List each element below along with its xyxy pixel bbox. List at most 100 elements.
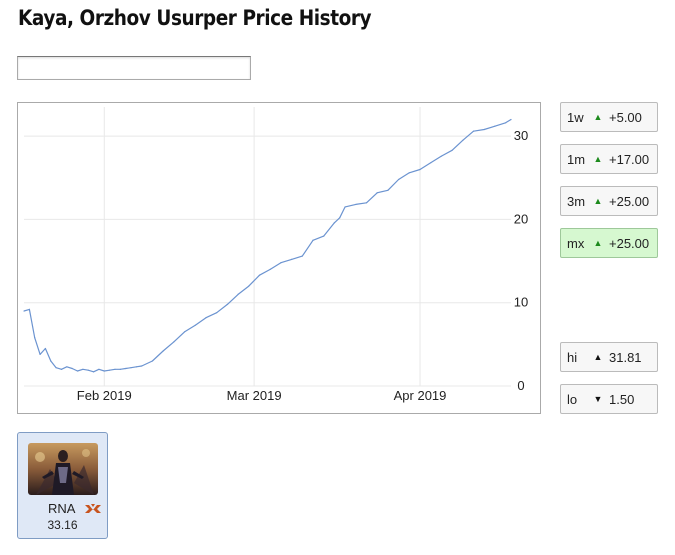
up-arrow-icon: ▲ xyxy=(593,154,603,164)
up-arrow-icon: ▲ xyxy=(593,112,603,122)
price-data-point xyxy=(130,367,132,369)
price-data-point xyxy=(339,217,341,219)
price-data-point xyxy=(505,122,507,124)
search-input[interactable] xyxy=(17,56,251,80)
x-tick-label: Mar 2019 xyxy=(227,388,282,403)
stat-3m-label: 3m xyxy=(567,193,586,209)
price-data-point xyxy=(483,128,485,131)
price-data-point xyxy=(119,368,121,370)
rna-set-icon xyxy=(84,502,102,520)
up-arrow-icon: ▲ xyxy=(593,196,603,206)
price-data-point xyxy=(173,341,175,343)
price-data-point xyxy=(55,367,57,369)
stat-mx-label: mx xyxy=(567,235,585,251)
printing-set-code: RNA xyxy=(48,501,76,516)
stat-3m[interactable]: 3m ▲ +25.00 xyxy=(560,186,658,216)
price-data-point xyxy=(92,371,95,373)
price-data-point xyxy=(162,350,164,352)
price-data-point xyxy=(23,310,25,312)
price-data-point xyxy=(237,293,239,295)
price-chart-svg: 0 10 20 30 Feb 2019 Mar 2019 Apr 2019 xyxy=(23,107,528,403)
price-data-point xyxy=(280,262,282,264)
stat-1w-value: +5.00 xyxy=(609,109,642,125)
price-data-point xyxy=(451,149,453,151)
stat-1w[interactable]: 1w ▲ +5.00 xyxy=(560,102,658,132)
stat-lo: lo ▼ 1.50 xyxy=(560,384,658,414)
price-data-point xyxy=(462,139,464,141)
price-data-point xyxy=(494,125,496,127)
stat-mx-value: +25.00 xyxy=(609,235,650,251)
price-data-point xyxy=(269,268,271,271)
price-data-point xyxy=(365,202,368,204)
price-data-point xyxy=(151,360,154,362)
up-arrow-icon: ▲ xyxy=(593,352,603,362)
price-data-point xyxy=(194,324,196,326)
price-data-point xyxy=(109,369,111,371)
price-data-point xyxy=(301,255,303,257)
price-data-point xyxy=(50,360,52,362)
stat-1m-value: +17.00 xyxy=(609,151,650,167)
price-data-point xyxy=(226,303,228,305)
price-data-point xyxy=(440,155,443,157)
y-tick-label: 0 xyxy=(517,378,524,393)
price-data-point xyxy=(344,206,346,208)
stat-1m-label: 1m xyxy=(567,151,586,167)
price-data-point xyxy=(216,312,218,314)
y-tick-label: 10 xyxy=(514,295,528,310)
price-data-point xyxy=(87,369,89,371)
price-chart: 0 10 20 30 Feb 2019 Mar 2019 Apr 2019 xyxy=(17,102,541,414)
price-data-point xyxy=(141,365,143,367)
stat-3m-value: +25.00 xyxy=(609,193,650,209)
price-data-point xyxy=(333,222,335,224)
price-data-point xyxy=(387,189,389,191)
price-data-point xyxy=(44,347,47,350)
page-title: Kaya, Orzhov Usurper Price History xyxy=(18,6,372,30)
x-tick-label: Apr 2019 xyxy=(394,388,447,403)
price-data-point xyxy=(419,168,421,171)
card-art-image xyxy=(28,443,98,495)
price-data-point xyxy=(60,368,63,370)
price-data-point xyxy=(472,130,475,132)
price-data-point xyxy=(114,368,116,370)
stat-1w-label: 1w xyxy=(567,109,584,125)
price-data-point xyxy=(258,274,261,276)
price-data-point xyxy=(103,370,105,372)
stat-lo-value: 1.50 xyxy=(609,391,635,407)
price-data-point xyxy=(290,258,293,261)
stat-mx[interactable]: mx ▲ +25.00 xyxy=(560,228,658,258)
price-data-point xyxy=(71,367,73,370)
down-arrow-icon: ▼ xyxy=(593,394,603,404)
price-data-point xyxy=(323,235,325,237)
price-data-point xyxy=(28,308,30,310)
price-data-point xyxy=(248,285,250,287)
stat-1m[interactable]: 1m ▲ +17.00 xyxy=(560,144,658,174)
price-data-point xyxy=(408,172,410,174)
price-data-point xyxy=(183,331,186,333)
price-series-line xyxy=(23,118,512,373)
price-data-point xyxy=(398,178,400,181)
stat-hi: hi ▲ 31.81 xyxy=(560,342,658,372)
price-data-point xyxy=(205,317,207,319)
price-data-point xyxy=(135,366,137,368)
price-data-point xyxy=(430,162,432,164)
printing-price: 33.16 xyxy=(47,518,78,532)
price-data-point xyxy=(376,192,378,194)
price-data-point xyxy=(66,366,68,368)
y-tick-label: 20 xyxy=(514,211,528,226)
stat-lo-label: lo xyxy=(567,391,578,407)
price-data-point xyxy=(82,368,84,370)
printing-card-rna[interactable]: RNA 33.16 xyxy=(17,432,108,539)
price-data-point xyxy=(125,367,127,370)
stat-hi-label: hi xyxy=(567,349,578,365)
stat-hi-value: 31.81 xyxy=(609,349,642,365)
x-tick-label: Feb 2019 xyxy=(77,388,132,403)
up-arrow-icon: ▲ xyxy=(593,238,603,248)
price-data-point xyxy=(98,368,100,370)
y-tick-label: 30 xyxy=(514,128,528,143)
price-data-point xyxy=(76,370,79,372)
price-data-point xyxy=(34,337,36,339)
price-data-point xyxy=(355,203,357,206)
price-data-point xyxy=(312,239,314,241)
price-data-point xyxy=(510,118,512,121)
price-data-point xyxy=(39,353,41,355)
